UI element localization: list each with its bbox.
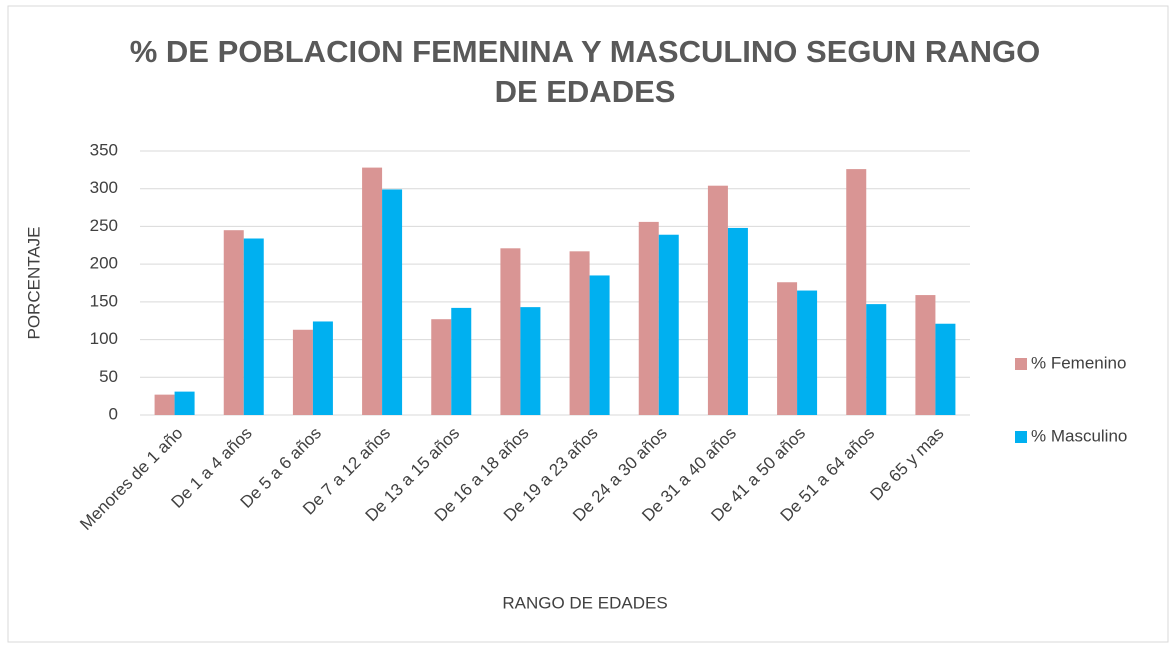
bar bbox=[382, 189, 403, 415]
bar bbox=[154, 394, 175, 415]
bar bbox=[727, 227, 748, 415]
bar bbox=[312, 321, 333, 415]
legend-swatch bbox=[1015, 358, 1027, 370]
bar bbox=[243, 238, 264, 415]
bar bbox=[658, 234, 679, 415]
bar bbox=[362, 167, 383, 415]
y-axis-label: PORCENTAJE bbox=[24, 226, 43, 339]
y-tick-label: 100 bbox=[90, 329, 118, 348]
bar bbox=[520, 307, 541, 415]
bar bbox=[451, 307, 472, 415]
bar bbox=[223, 230, 244, 415]
y-tick-label: 200 bbox=[90, 254, 118, 273]
chart-title: % DE POBLACION FEMENINA Y MASCULINO SEGU… bbox=[129, 34, 1041, 109]
bar bbox=[638, 221, 659, 415]
y-tick-label: 350 bbox=[90, 140, 118, 159]
y-tick-label: 50 bbox=[99, 367, 118, 386]
y-tick-label: 150 bbox=[90, 291, 118, 310]
bar bbox=[431, 319, 452, 415]
y-tick-label: 250 bbox=[90, 216, 118, 235]
bar bbox=[500, 248, 521, 415]
x-tick-label: De 65 y mas bbox=[866, 424, 947, 505]
bar bbox=[935, 323, 956, 415]
legend-label: % Masculino bbox=[1031, 426, 1127, 445]
legend-swatch bbox=[1015, 431, 1027, 443]
bar bbox=[797, 290, 818, 415]
bar bbox=[915, 295, 936, 415]
x-tick-label: Menores de 1 año bbox=[76, 424, 186, 534]
legend-label: % Femenino bbox=[1031, 353, 1126, 372]
bar bbox=[777, 282, 798, 415]
bar bbox=[589, 275, 610, 415]
y-tick-label: 300 bbox=[90, 178, 118, 197]
bar bbox=[846, 169, 867, 415]
bar bbox=[707, 185, 728, 415]
bar bbox=[174, 391, 195, 415]
bar bbox=[569, 251, 590, 415]
x-axis-label: RANGO DE EDADES bbox=[502, 593, 667, 612]
y-tick-label: 0 bbox=[109, 404, 118, 423]
bar bbox=[866, 304, 887, 415]
bar bbox=[292, 329, 313, 415]
chart-border bbox=[7, 5, 1169, 643]
